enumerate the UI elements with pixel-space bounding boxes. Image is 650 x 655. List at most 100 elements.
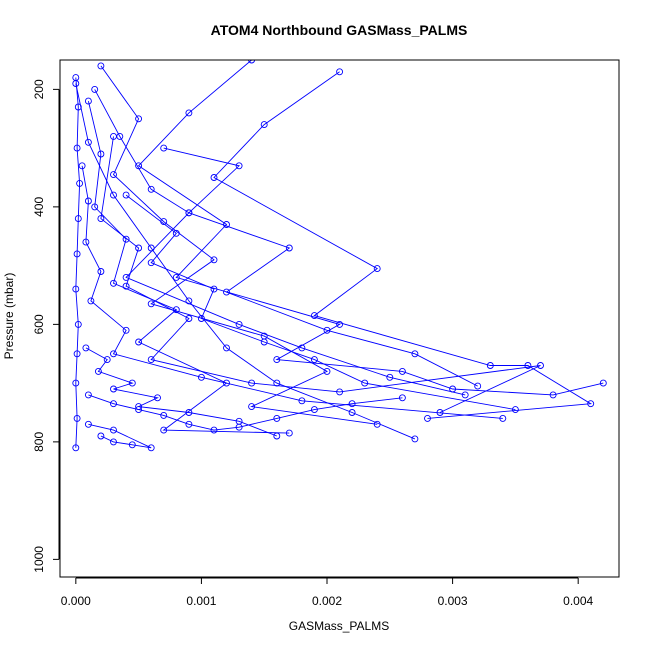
- series-line: [87, 100, 290, 434]
- data-point: [499, 414, 507, 422]
- data-point: [185, 109, 193, 117]
- data-point: [273, 356, 281, 364]
- data-point: [197, 373, 205, 381]
- plot-frame: [59, 59, 620, 578]
- series-line: [88, 423, 152, 449]
- y-axis-label: Pressure (mbar): [2, 273, 16, 360]
- data-point: [285, 244, 293, 252]
- x-tick-label: 0.004: [563, 594, 593, 608]
- data-point: [172, 229, 180, 237]
- data-point: [128, 441, 136, 449]
- data-point: [210, 426, 218, 434]
- data-point: [84, 420, 92, 428]
- data-point: [273, 414, 281, 422]
- data-point: [373, 420, 381, 428]
- data-point: [110, 350, 117, 358]
- data-point: [91, 203, 99, 211]
- data-point: [97, 62, 105, 70]
- data-point: [78, 162, 86, 170]
- data-series-11: [122, 191, 519, 414]
- data-point: [97, 268, 105, 275]
- series-line: [125, 194, 516, 411]
- series-line: [88, 394, 403, 431]
- y-tick-label: 200: [32, 79, 46, 99]
- data-point: [160, 426, 168, 434]
- data-point: [461, 391, 469, 399]
- data-series-9: [97, 132, 544, 416]
- data-point: [336, 320, 344, 328]
- data-point: [348, 409, 356, 416]
- data-point: [210, 285, 218, 293]
- data-point: [172, 306, 180, 314]
- data-point: [398, 394, 406, 402]
- data-point: [82, 344, 90, 352]
- data-point: [97, 432, 105, 440]
- data-point: [74, 215, 82, 223]
- data-point: [486, 362, 494, 369]
- data-point: [336, 388, 344, 396]
- data-point: [587, 400, 595, 408]
- data-point: [310, 406, 318, 414]
- data-point: [110, 426, 117, 434]
- x-axis: 0.000 0.001 0.002 0.003 0.004: [61, 577, 594, 608]
- data-point: [511, 406, 519, 414]
- y-axis: 200 400 600 800 1000: [32, 79, 60, 573]
- data-point: [84, 391, 92, 399]
- data-point: [185, 409, 193, 416]
- data-point: [411, 350, 419, 358]
- data-point: [537, 362, 544, 369]
- data-point: [235, 162, 243, 170]
- data-point: [436, 409, 444, 416]
- data-point: [72, 80, 80, 87]
- data-point: [298, 344, 306, 352]
- data-point: [273, 432, 281, 440]
- data-series-14: [84, 420, 155, 452]
- data-point: [223, 344, 230, 352]
- data-series-13: [84, 391, 406, 434]
- data-point: [147, 259, 155, 267]
- data-point: [323, 367, 331, 375]
- data-point: [94, 367, 102, 375]
- data-series-12: [82, 344, 281, 440]
- data-point: [147, 185, 155, 193]
- series-line: [94, 89, 466, 396]
- data-series-6: [97, 62, 381, 428]
- data-point: [197, 315, 205, 322]
- data-point: [74, 320, 82, 328]
- data-point: [91, 85, 99, 93]
- data-point: [147, 300, 155, 308]
- data-series-7: [84, 97, 293, 437]
- data-point: [128, 379, 136, 387]
- data-point: [122, 326, 130, 334]
- data-series-1: [72, 74, 84, 452]
- data-point: [122, 282, 130, 290]
- data-point: [110, 132, 117, 140]
- data-point: [411, 435, 419, 443]
- data-point: [223, 288, 230, 296]
- data-point: [74, 103, 82, 111]
- data-point: [84, 97, 92, 105]
- y-tick-label: 1000: [32, 546, 46, 573]
- data-point: [103, 356, 111, 364]
- data-point: [361, 379, 369, 387]
- data-point: [73, 250, 81, 258]
- data-point: [248, 403, 256, 411]
- data-point: [310, 356, 318, 364]
- data-point: [185, 209, 193, 217]
- data-point: [248, 60, 256, 64]
- data-point: [110, 279, 117, 287]
- data-series-10: [160, 144, 482, 390]
- data-point: [72, 285, 80, 293]
- data-point: [373, 265, 381, 273]
- data-point: [84, 197, 92, 205]
- data-point: [260, 121, 268, 129]
- data-point: [73, 350, 81, 358]
- data-point: [110, 171, 117, 179]
- series-line: [100, 65, 378, 425]
- data-point: [273, 379, 281, 387]
- y-tick-label: 800: [32, 432, 46, 452]
- series-line: [100, 136, 541, 413]
- series-line: [213, 71, 593, 419]
